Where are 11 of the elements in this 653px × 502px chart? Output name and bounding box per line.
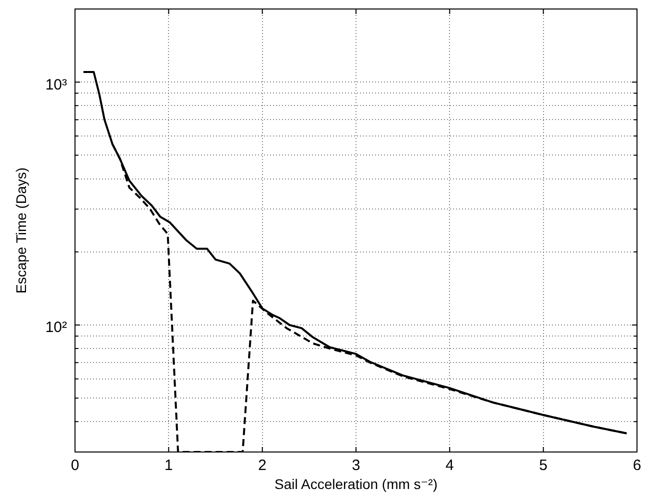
y-tick-label: 10² [45,319,67,336]
y-axis-title: Escape Time (Days) [12,167,29,294]
x-tick-label: 5 [539,457,548,474]
x-tick-label: 0 [70,457,80,474]
x-tick-label: 1 [164,457,173,474]
x-tick-label: 2 [258,457,267,474]
y-tick-label: 10³ [45,76,67,94]
x-axis-title: Sail Acceleration (mm s⁻²) [274,476,438,492]
x-tick-label: 3 [352,457,360,474]
x-tick-label: 4 [445,457,454,474]
x-tick-label: 6 [632,457,642,474]
